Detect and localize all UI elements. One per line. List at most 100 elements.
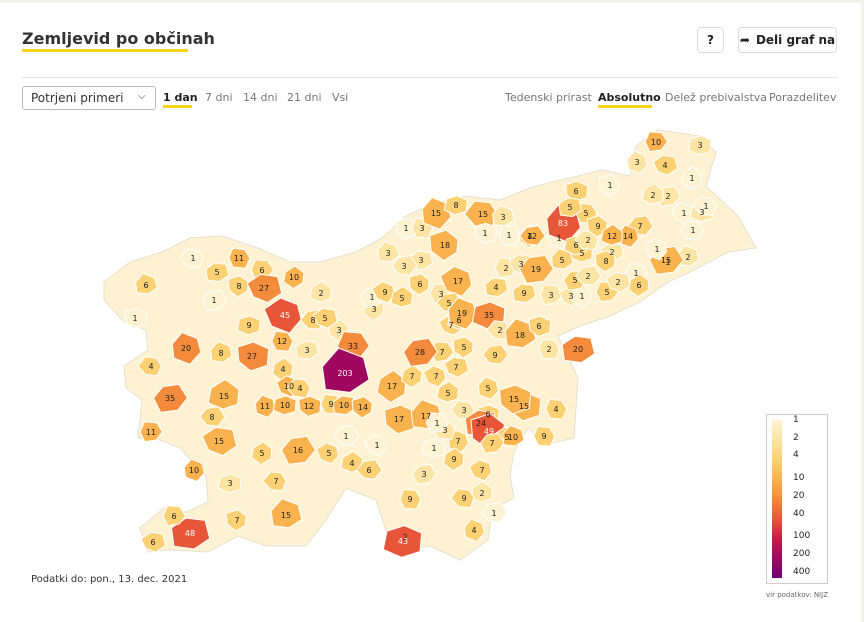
tab-mode-weekly-growth[interactable]: Tedenski prirast [505,91,592,104]
help-button[interactable]: ? [697,27,724,53]
municipality-region[interactable] [399,488,422,510]
municipality-region[interactable] [312,307,339,329]
municipality-region[interactable] [411,463,438,485]
municipality-region[interactable] [626,150,648,175]
municipality-region[interactable] [295,340,320,361]
municipality-region[interactable] [429,229,459,262]
municipality-region[interactable] [528,315,552,337]
municipality-region[interactable] [210,340,233,363]
municipality-region[interactable] [250,441,273,466]
municipality-region[interactable] [452,336,474,359]
municipality-region[interactable] [447,297,478,330]
municipality-region[interactable] [321,347,370,393]
municipality-region[interactable] [201,289,228,311]
municipality-region[interactable] [680,166,703,191]
municipality-region[interactable] [270,498,303,529]
municipality-region[interactable] [263,297,302,334]
municipality-region[interactable] [340,450,364,473]
municipality-region[interactable] [272,395,297,416]
municipality-region[interactable] [518,254,555,284]
municipality-region[interactable] [140,531,167,553]
tab-mode-population-share[interactable]: Delež prebivalstva [665,91,768,104]
municipality-region[interactable] [643,238,668,261]
municipality-region[interactable] [518,225,546,246]
municipality-region[interactable] [627,273,650,298]
municipality-region[interactable] [600,223,624,246]
municipality-region[interactable] [254,394,276,419]
municipality-region[interactable] [309,280,333,303]
municipality-region[interactable] [205,262,230,283]
municipality-region[interactable] [421,438,446,459]
municipality-region[interactable] [477,376,499,401]
municipality-region[interactable] [692,196,717,217]
municipality-region[interactable] [538,338,561,360]
municipality-region[interactable] [484,277,509,298]
municipality-region[interactable] [217,473,242,494]
tab-mode-distribution[interactable]: Porazdelitev [769,91,837,104]
municipality-region[interactable] [382,525,423,558]
municipality-region[interactable] [463,518,485,543]
municipality-region[interactable] [408,273,430,296]
tab-period-14-days[interactable]: 14 dni [243,91,278,104]
municipality-region[interactable] [351,396,373,419]
municipality-region[interactable] [271,330,294,352]
tab-period-7-days[interactable]: 7 dni [205,91,233,104]
municipality-region[interactable] [533,425,556,447]
municipality-region[interactable] [652,154,679,176]
municipality-region[interactable] [470,480,494,503]
municipality-region[interactable] [152,383,189,413]
tab-mode-absolute[interactable]: Absolutno [598,91,661,104]
municipality-region[interactable] [474,222,498,244]
municipality-region[interactable] [442,447,465,472]
municipality-region[interactable] [170,517,211,550]
municipality-region[interactable] [179,248,204,269]
municipality-region[interactable] [502,424,525,447]
municipality-region[interactable] [124,307,148,329]
municipality-region[interactable] [390,255,418,276]
tab-period-1-day[interactable]: 1 dan [163,91,198,104]
municipality-region[interactable] [561,335,596,364]
municipality-region[interactable] [498,384,532,415]
municipality-region[interactable] [315,442,340,465]
municipality-region[interactable] [586,215,608,238]
municipality-region[interactable] [225,509,247,532]
municipality-region[interactable] [371,281,396,304]
metric-select[interactable]: Potrjeni primeri [22,86,156,110]
municipality-region[interactable] [198,406,226,427]
municipality-region[interactable] [480,502,508,523]
municipality-region[interactable] [377,240,400,263]
municipality-region[interactable] [332,425,360,446]
municipality-region[interactable] [498,224,521,246]
municipality-region[interactable] [262,471,287,492]
municipality-region[interactable] [598,174,620,197]
municipality-region[interactable] [687,135,712,156]
share-button[interactable]: ➦ Deli graf na [738,27,837,53]
municipality-region[interactable] [400,364,423,389]
municipality-region[interactable] [162,505,187,527]
municipality-region[interactable] [171,332,202,365]
municipality-region[interactable] [236,315,261,336]
municipality-region[interactable] [594,250,616,273]
municipality-region[interactable] [551,247,574,270]
municipality-region[interactable] [468,459,493,482]
municipality-region[interactable] [236,341,270,372]
municipality-region[interactable] [545,398,568,420]
municipality-region[interactable] [436,380,460,403]
municipality-region[interactable] [422,365,447,388]
municipality-region[interactable] [439,265,473,297]
municipality-region[interactable] [539,284,564,306]
municipality-region[interactable] [282,265,305,290]
municipality-region[interactable] [570,284,593,309]
municipality-region[interactable] [201,426,238,457]
municipality-region[interactable] [641,182,665,205]
municipality-region[interactable] [363,434,388,457]
municipality-region[interactable] [443,195,468,216]
municipality-region[interactable] [679,220,704,241]
municipality-region[interactable] [605,271,632,293]
municipality-region[interactable] [298,395,322,417]
municipality-region[interactable] [450,488,475,509]
municipality-region[interactable] [280,435,317,465]
municipality-region[interactable] [512,283,537,304]
municipality-region[interactable] [644,131,669,153]
